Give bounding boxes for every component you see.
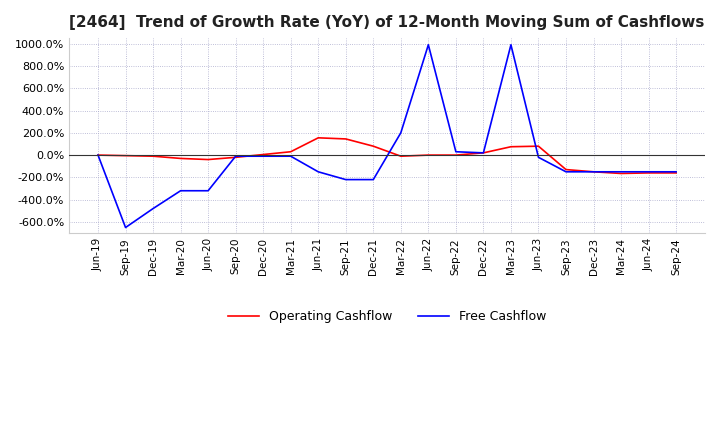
Operating Cashflow	[176, 156, 185, 161]
Free Cashflow	[204, 188, 212, 193]
Operating Cashflow	[314, 135, 323, 140]
Operating Cashflow	[121, 153, 130, 158]
Operating Cashflow	[259, 152, 268, 157]
Line: Operating Cashflow: Operating Cashflow	[98, 138, 676, 173]
Operating Cashflow	[369, 143, 377, 149]
Free Cashflow	[479, 150, 487, 155]
Operating Cashflow	[562, 167, 570, 172]
Free Cashflow	[534, 155, 543, 160]
Operating Cashflow	[287, 149, 295, 154]
Operating Cashflow	[644, 170, 653, 176]
Free Cashflow	[314, 169, 323, 174]
Operating Cashflow	[341, 136, 350, 142]
Free Cashflow	[451, 149, 460, 154]
Free Cashflow	[259, 154, 268, 159]
Free Cashflow	[589, 169, 598, 174]
Free Cashflow	[644, 169, 653, 174]
Free Cashflow	[369, 177, 377, 182]
Free Cashflow	[507, 42, 516, 48]
Free Cashflow	[94, 152, 102, 158]
Operating Cashflow	[507, 144, 516, 149]
Operating Cashflow	[479, 150, 487, 155]
Title: [2464]  Trend of Growth Rate (YoY) of 12-Month Moving Sum of Cashflows: [2464] Trend of Growth Rate (YoY) of 12-…	[69, 15, 705, 30]
Operating Cashflow	[617, 171, 626, 176]
Free Cashflow	[397, 130, 405, 136]
Operating Cashflow	[231, 155, 240, 160]
Operating Cashflow	[672, 170, 680, 176]
Free Cashflow	[149, 206, 158, 211]
Free Cashflow	[231, 154, 240, 159]
Operating Cashflow	[204, 157, 212, 162]
Operating Cashflow	[94, 152, 102, 158]
Free Cashflow	[341, 177, 350, 182]
Free Cashflow	[287, 154, 295, 159]
Line: Free Cashflow: Free Cashflow	[98, 45, 676, 227]
Legend: Operating Cashflow, Free Cashflow: Operating Cashflow, Free Cashflow	[223, 305, 552, 328]
Free Cashflow	[617, 169, 626, 174]
Free Cashflow	[562, 169, 570, 174]
Free Cashflow	[121, 225, 130, 230]
Operating Cashflow	[149, 154, 158, 159]
Free Cashflow	[424, 42, 433, 48]
Free Cashflow	[672, 169, 680, 174]
Operating Cashflow	[589, 169, 598, 174]
Operating Cashflow	[397, 154, 405, 159]
Operating Cashflow	[424, 152, 433, 158]
Operating Cashflow	[451, 152, 460, 158]
Free Cashflow	[176, 188, 185, 193]
Operating Cashflow	[534, 143, 543, 149]
